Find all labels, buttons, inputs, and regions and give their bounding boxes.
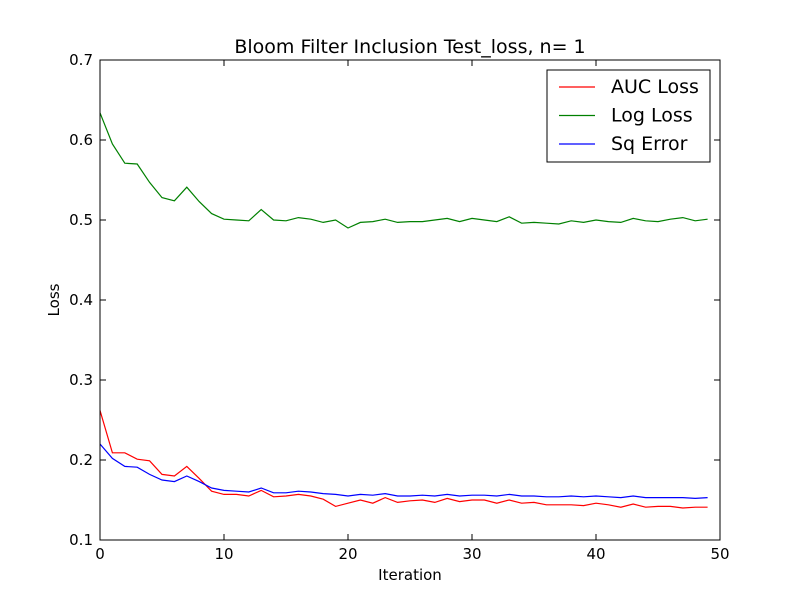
legend-label: AUC Loss — [611, 76, 699, 98]
legend-label: Log Loss — [611, 105, 693, 127]
legend: AUC Loss Log Loss Sq Error — [546, 69, 711, 163]
legend-items: AUC Loss Log Loss Sq Error — [559, 76, 699, 155]
y-tick-label: 0.6 — [69, 131, 93, 149]
x-tick-label: 30 — [462, 545, 481, 563]
x-tick-label: 50 — [710, 545, 729, 563]
x-axis-label: Iteration — [378, 566, 442, 584]
series-line-sq-error — [99, 443, 708, 500]
y-axis-label: Loss — [45, 283, 63, 316]
x-tick-label: 40 — [586, 545, 605, 563]
series-layer — [99, 112, 708, 509]
series-line-log-loss — [99, 112, 708, 229]
chart-title: Bloom Filter Inclusion Test_loss, n= 1 — [234, 36, 585, 58]
x-tick-label: 0 — [95, 545, 105, 563]
y-tick-label: 0.4 — [69, 291, 93, 309]
series-line-auc-loss — [99, 410, 708, 509]
ticks-layer: 0 10 20 30 40 50 0.1 0.2 0.3 0.4 0.5 0.6 0.7 — [69, 51, 729, 563]
x-tick-label: 10 — [214, 545, 233, 563]
legend-label: Sq Error — [611, 133, 688, 155]
y-tick-label: 0.3 — [69, 371, 93, 389]
y-tick-label: 0.1 — [69, 531, 93, 549]
y-tick-label: 0.5 — [69, 211, 93, 229]
x-tick-label: 20 — [338, 545, 357, 563]
y-tick-label: 0.2 — [69, 451, 93, 469]
y-tick-label: 0.7 — [69, 51, 93, 69]
